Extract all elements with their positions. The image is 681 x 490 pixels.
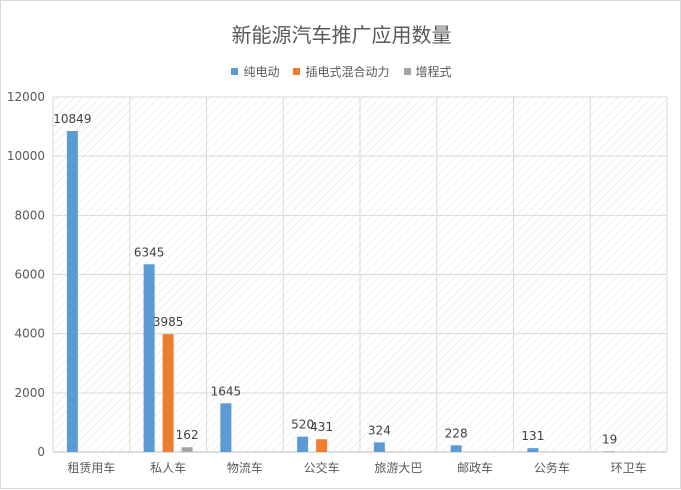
y-tick-label: 4000 — [14, 327, 45, 341]
data-label: 131 — [521, 429, 544, 443]
data-label: 1645 — [211, 384, 242, 398]
legend-label-phev: 插电式混合动力 — [305, 65, 390, 79]
bar — [181, 447, 193, 452]
x-tick-label: 私人车 — [150, 460, 186, 475]
legend: 纯电动 插电式混合动力 增程式 — [1, 63, 681, 80]
bar — [450, 445, 462, 452]
data-label: 431 — [310, 420, 333, 434]
legend-item-bev: 纯电动 — [231, 63, 279, 80]
bar — [297, 436, 309, 452]
bar — [316, 439, 328, 452]
x-tick-label: 租赁用车 — [67, 460, 115, 475]
data-label: 6345 — [134, 245, 165, 259]
data-label: 10849 — [53, 112, 91, 126]
bar — [66, 131, 78, 452]
data-label: 3985 — [153, 315, 184, 329]
y-tick-label: 12000 — [7, 90, 45, 104]
bar — [162, 334, 174, 452]
legend-label-bev: 纯电动 — [243, 65, 280, 79]
legend-swatch-erev — [403, 68, 411, 75]
chart-title: 新能源汽车推广应用数量 — [231, 23, 452, 47]
data-label: 520 — [291, 418, 314, 432]
x-tick-label: 公务车 — [534, 460, 570, 475]
legend-swatch-bev — [231, 68, 239, 75]
data-label: 162 — [176, 428, 199, 442]
x-tick-label: 旅游大巴 — [374, 461, 422, 475]
x-tick-label: 环卫车 — [611, 460, 647, 475]
legend-swatch-phev — [293, 68, 301, 75]
y-tick-label: 2000 — [14, 386, 45, 400]
bar — [527, 448, 539, 452]
y-tick-label: 10000 — [7, 149, 45, 163]
x-tick-label: 公交车 — [304, 460, 340, 475]
legend-item-phev: 插电式混合动力 — [293, 63, 390, 80]
y-tick-label: 0 — [37, 445, 45, 459]
legend-label-erev: 增程式 — [415, 65, 452, 79]
data-label: 228 — [445, 426, 468, 440]
legend-item-erev: 增程式 — [403, 63, 452, 80]
bar — [143, 264, 155, 452]
data-label: 324 — [368, 423, 391, 437]
bar — [604, 451, 616, 452]
bar — [373, 442, 385, 452]
y-tick-label: 6000 — [14, 268, 45, 282]
y-tick-label: 8000 — [14, 208, 45, 222]
data-label: 19 — [602, 432, 617, 446]
x-tick-label: 物流车 — [227, 460, 263, 475]
bar — [220, 403, 232, 452]
x-tick-label: 邮政车 — [457, 460, 493, 475]
